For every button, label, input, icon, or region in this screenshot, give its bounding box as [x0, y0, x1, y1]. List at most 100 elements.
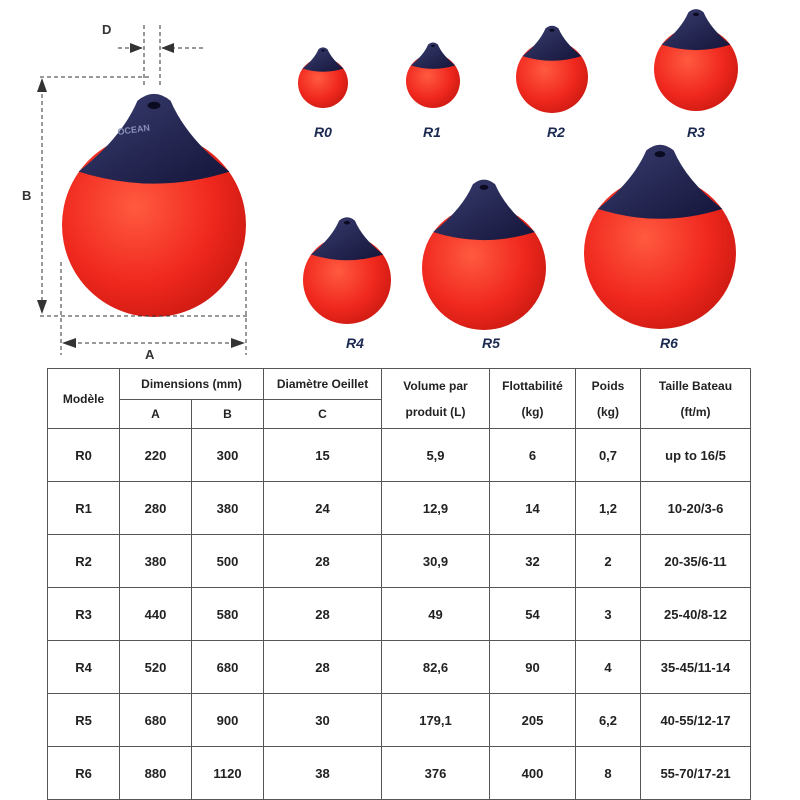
- table-row: R5 680 900 30 179,1 205 6,2 40-55/12-17: [47, 693, 751, 747]
- cell-b: 380: [191, 481, 264, 535]
- header-weight-line2: (kg): [597, 404, 619, 419]
- header-volume-line1: Volume par: [403, 378, 468, 393]
- cell-model: R3: [47, 587, 120, 641]
- buoy-r2-illustration: [516, 24, 588, 113]
- cell-model: R1: [47, 481, 120, 535]
- cell-a: 880: [119, 746, 192, 800]
- cell-model: R2: [47, 534, 120, 588]
- buoy-diagram: OCEAN D B: [0, 0, 800, 365]
- buoy-label-r0: R0: [314, 124, 332, 140]
- cell-b: 580: [191, 587, 264, 641]
- header-buoyancy-line2: (kg): [521, 404, 544, 419]
- specification-table: Modèle Dimensions (mm) Diamètre Oeillet …: [47, 368, 751, 800]
- cell-weight: 2: [575, 534, 641, 588]
- header-boat-line1: Taille Bateau: [658, 378, 733, 393]
- cell-volume: 179,1: [381, 693, 490, 747]
- cell-weight: 1,2: [575, 481, 641, 535]
- buoy-r5-illustration: [422, 178, 546, 330]
- header-buoyancy: Flottabilité (kg): [489, 368, 576, 429]
- header-dimensions: Dimensions (mm): [119, 368, 264, 400]
- cell-model: R0: [47, 428, 120, 482]
- cell-a: 280: [119, 481, 192, 535]
- cell-c: 15: [263, 428, 382, 482]
- buoy-label-r6: R6: [660, 335, 678, 351]
- table-row: R6 880 1120 38 376 400 8 55-70/17-21: [47, 746, 751, 800]
- cell-buoyancy: 32: [489, 534, 576, 588]
- buoy-label-r1: R1: [423, 124, 441, 140]
- cell-weight: 6,2: [575, 693, 641, 747]
- cell-volume: 82,6: [381, 640, 490, 694]
- cell-a: 520: [119, 640, 192, 694]
- cell-boat: 20-35/6-11: [640, 534, 751, 588]
- cell-c: 24: [263, 481, 382, 535]
- buoy-label-r5: R5: [482, 335, 500, 351]
- buoy-label-r3: R3: [687, 124, 705, 140]
- cell-c: 28: [263, 587, 382, 641]
- table-row: R4 520 680 28 82,6 90 4 35-45/11-14: [47, 640, 751, 694]
- cell-weight: 8: [575, 746, 641, 800]
- cell-a: 380: [119, 534, 192, 588]
- table-row: R3 440 580 28 49 54 3 25-40/8-12: [47, 587, 751, 641]
- cell-boat: 35-45/11-14: [640, 640, 751, 694]
- buoy-large-illustration: OCEAN: [62, 91, 246, 317]
- cell-boat: 10-20/3-6: [640, 481, 751, 535]
- buoy-label-r2: R2: [547, 124, 565, 140]
- cell-volume: 376: [381, 746, 490, 800]
- cell-buoyancy: 54: [489, 587, 576, 641]
- header-dim-a: A: [119, 399, 192, 429]
- cell-c: 28: [263, 640, 382, 694]
- cell-volume: 5,9: [381, 428, 490, 482]
- cell-c: 38: [263, 746, 382, 800]
- cell-boat: up to 16/5: [640, 428, 751, 482]
- header-eyelet-c: C: [263, 399, 382, 429]
- cell-boat: 25-40/8-12: [640, 587, 751, 641]
- cell-weight: 4: [575, 640, 641, 694]
- dimension-label-d: D: [102, 22, 112, 37]
- cell-weight: 0,7: [575, 428, 641, 482]
- header-boat-size: Taille Bateau (ft/m): [640, 368, 751, 429]
- cell-a: 440: [119, 587, 192, 641]
- cell-a: 220: [119, 428, 192, 482]
- header-volume-line2: produit (L): [405, 404, 466, 419]
- cell-boat: 40-55/12-17: [640, 693, 751, 747]
- cell-volume: 49: [381, 587, 490, 641]
- cell-volume: 30,9: [381, 534, 490, 588]
- cell-b: 900: [191, 693, 264, 747]
- cell-volume: 12,9: [381, 481, 490, 535]
- dimension-label-a: A: [145, 347, 155, 362]
- buoy-r1-illustration: [406, 41, 460, 108]
- buoy-r3-illustration: [654, 8, 738, 111]
- header-eyelet: Diamètre Oeillet: [263, 368, 382, 400]
- cell-buoyancy: 90: [489, 640, 576, 694]
- cell-c: 28: [263, 534, 382, 588]
- cell-boat: 55-70/17-21: [640, 746, 751, 800]
- cell-buoyancy: 400: [489, 746, 576, 800]
- header-buoyancy-line1: Flottabilité: [502, 378, 563, 393]
- table-row: R0 220 300 15 5,9 6 0,7 up to 16/5: [47, 428, 751, 482]
- cell-model: R6: [47, 746, 120, 800]
- header-weight: Poids (kg): [575, 368, 641, 429]
- cell-buoyancy: 205: [489, 693, 576, 747]
- cell-b: 500: [191, 534, 264, 588]
- cell-weight: 3: [575, 587, 641, 641]
- header-volume: Volume par produit (L): [381, 368, 490, 429]
- cell-model: R5: [47, 693, 120, 747]
- cell-buoyancy: 6: [489, 428, 576, 482]
- svg-text:OCEAN: OCEAN: [117, 123, 151, 137]
- table-row: R1 280 380 24 12,9 14 1,2 10-20/3-6: [47, 481, 751, 535]
- cell-b: 300: [191, 428, 264, 482]
- cell-a: 680: [119, 693, 192, 747]
- buoy-label-r4: R4: [346, 335, 364, 351]
- buoy-r0-illustration: [298, 46, 348, 108]
- buoy-illustration: OCEAN: [37, 8, 738, 355]
- buoy-r6-illustration: [584, 142, 736, 329]
- buoy-r4-illustration: [303, 216, 391, 324]
- cell-b: 680: [191, 640, 264, 694]
- dimension-lines: [37, 25, 250, 355]
- header-dim-b: B: [191, 399, 264, 429]
- dimension-label-b: B: [22, 188, 32, 203]
- cell-model: R4: [47, 640, 120, 694]
- header-weight-line1: Poids: [591, 378, 625, 393]
- cell-b: 1120: [191, 746, 264, 800]
- header-boat-line2: (ft/m): [680, 404, 711, 419]
